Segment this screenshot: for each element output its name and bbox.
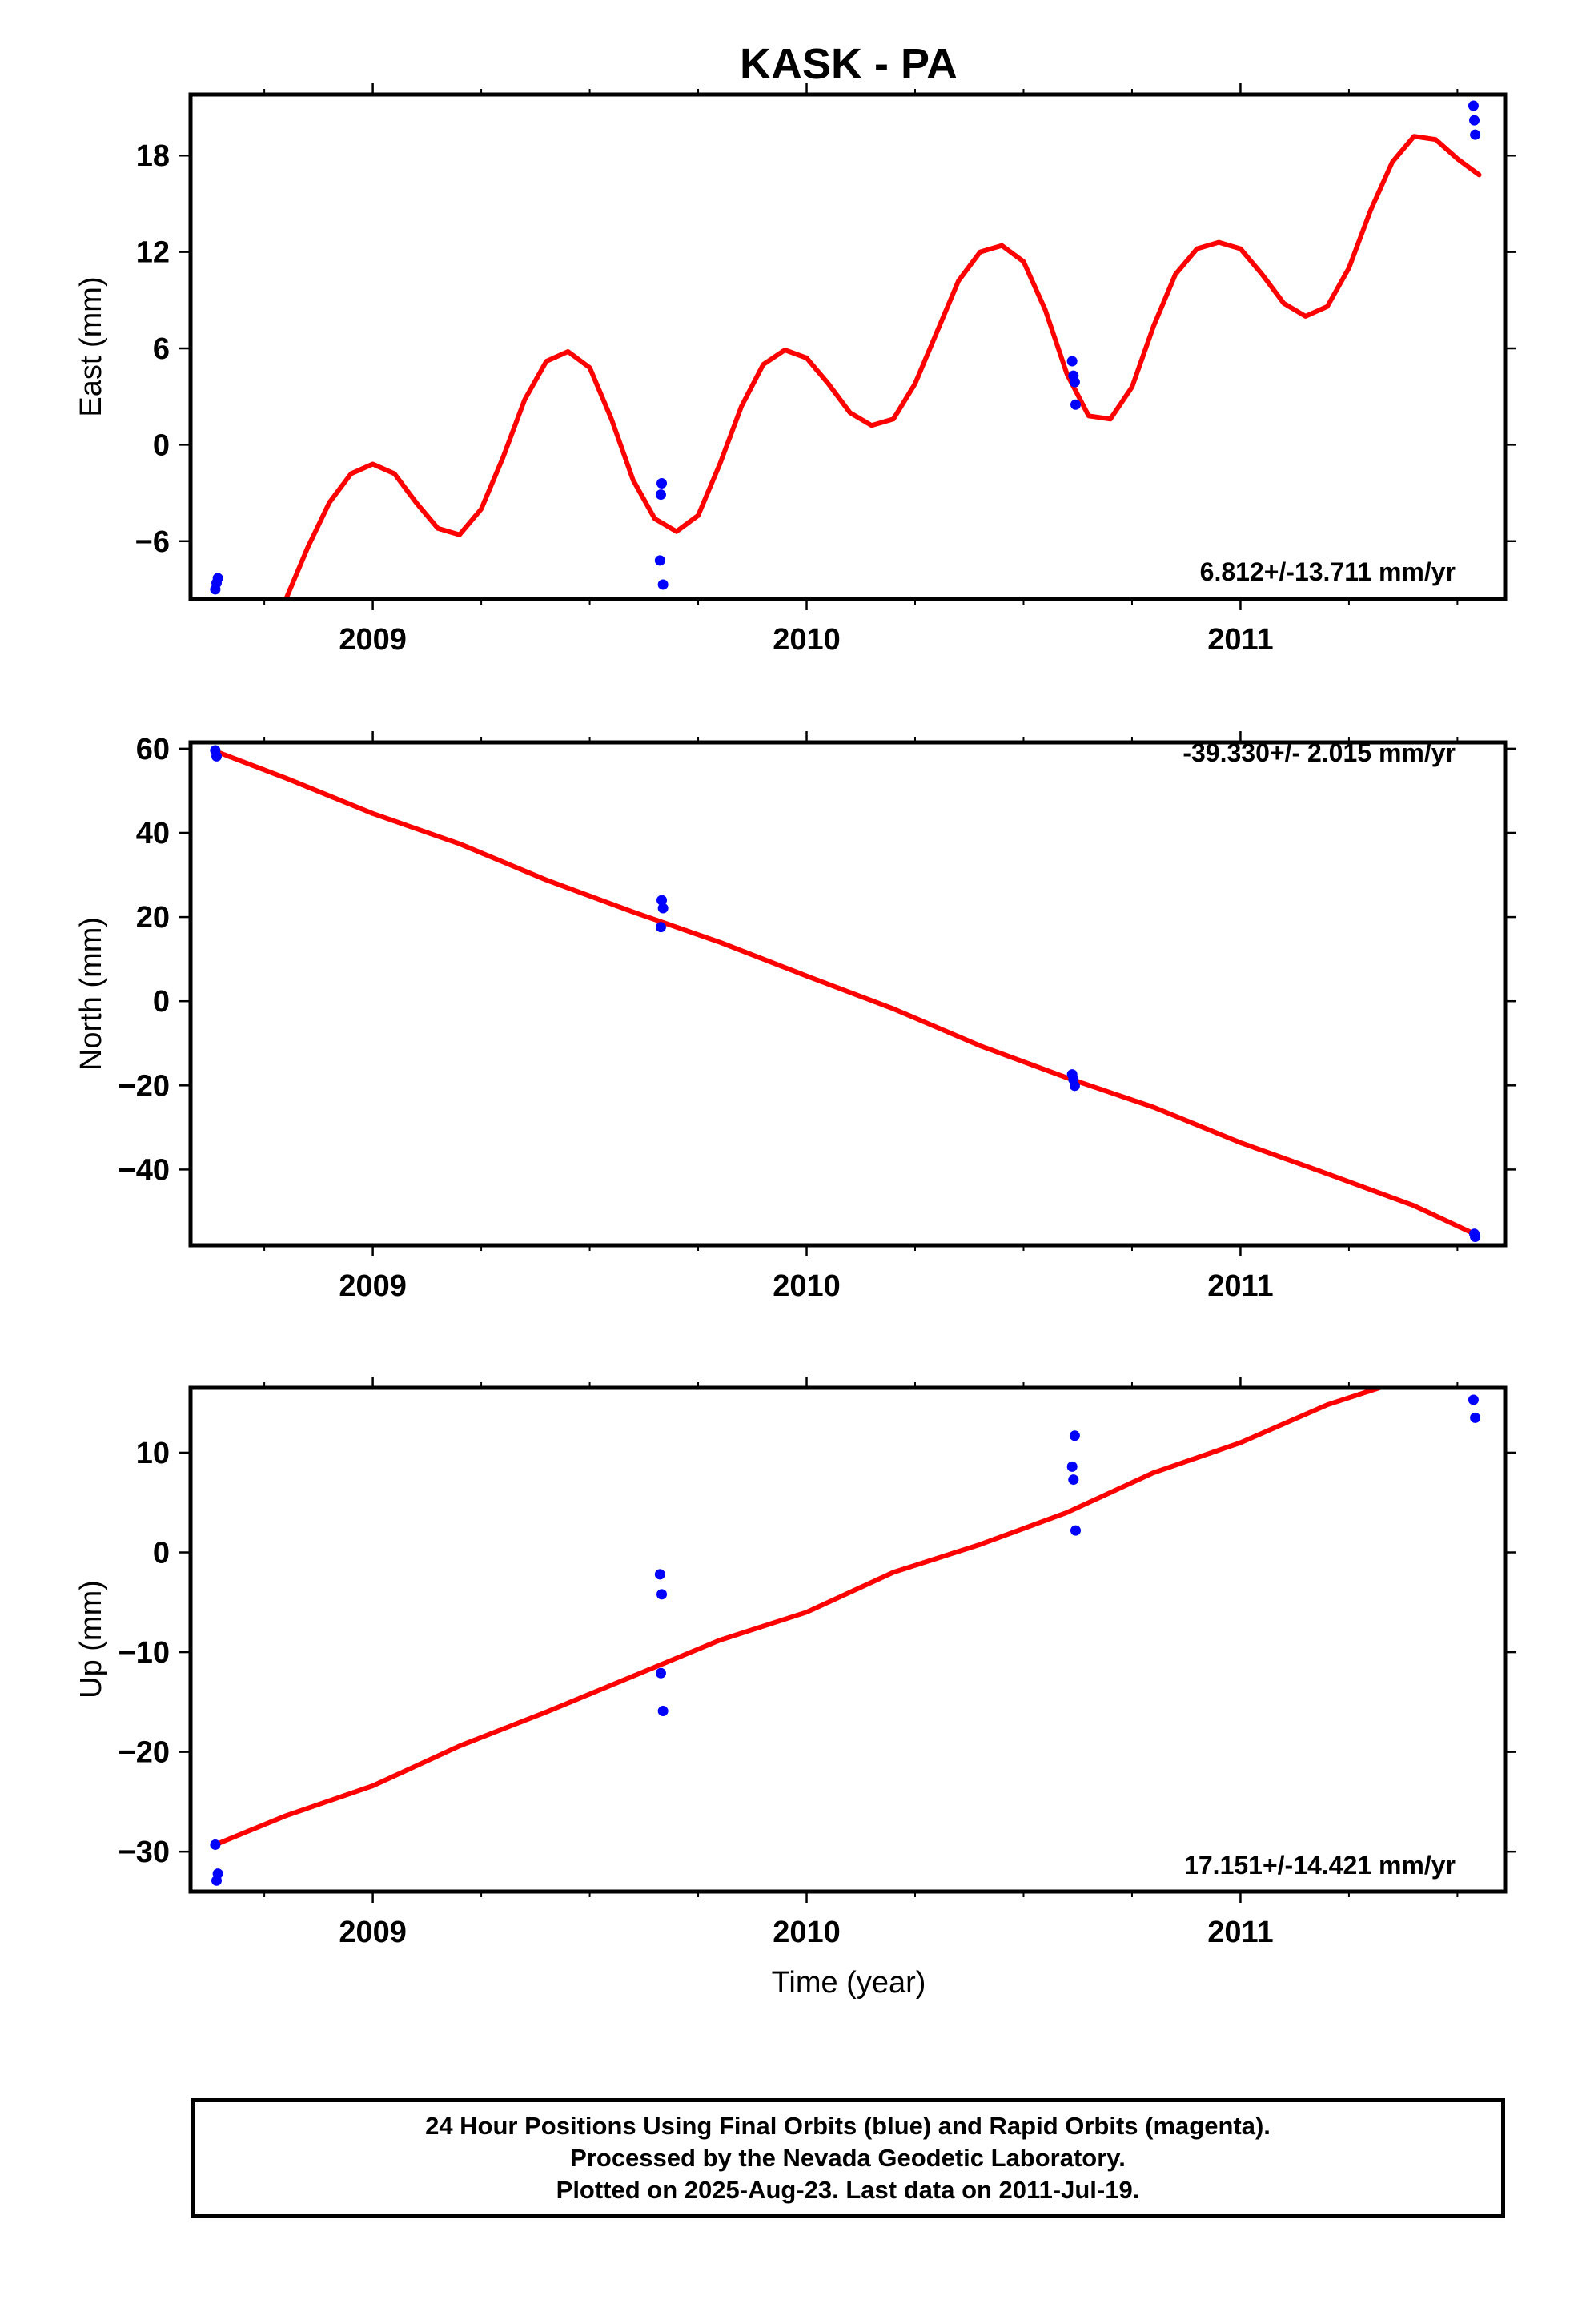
data-point	[211, 750, 223, 762]
y-tick-label: −10	[118, 1636, 170, 1670]
footer-line-2: Processed by the Nevada Geodetic Laborat…	[570, 2144, 1126, 2172]
y-tick-label: 40	[136, 817, 170, 850]
data-point	[656, 895, 668, 906]
data-point	[210, 1839, 221, 1850]
y-tick-label: 20	[136, 901, 170, 935]
y-tick-label: 0	[153, 985, 170, 1019]
footer-line-1: 24 Hour Positions Using Final Orbits (bl…	[425, 2112, 1271, 2140]
y-axis-label: Up (mm)	[74, 1580, 108, 1699]
panel-1: 2009 2010 2011 −6 0 6 12 18 East (mm) 6.812+/-13.…	[74, 83, 1516, 657]
data-point	[657, 1706, 669, 1717]
y-tick-label: 0	[153, 1537, 170, 1570]
x-tick-label: 2011	[1207, 623, 1273, 657]
data-point	[1069, 1430, 1080, 1441]
y-tick-label: −20	[118, 1069, 170, 1103]
x-tick-label: 2010	[773, 1269, 841, 1303]
panel-3: 2009 2010 2011 −30 −20 −10 0 10 Up (mm) 17.151+/-…	[74, 1377, 1516, 1949]
y-tick-label: 10	[136, 1437, 170, 1470]
y-axis-label: North (mm)	[74, 917, 108, 1071]
y-tick-label: −40	[118, 1153, 170, 1187]
x-tick-label: 2009	[339, 1916, 407, 1949]
panel-2: 2009 2010 2011 −40 −20 0 20 40 60 North (mm) -39.3…	[74, 731, 1516, 1303]
plot-area	[210, 745, 1481, 1242]
y-tick-label: 12	[136, 236, 170, 270]
data-point	[212, 1868, 223, 1880]
plot-area	[210, 100, 1482, 599]
data-point	[654, 1569, 665, 1580]
y-tick-label: 0	[153, 428, 170, 462]
data-point	[1470, 1412, 1481, 1423]
y-tick-label: −20	[118, 1736, 170, 1770]
y-tick-label: −6	[135, 525, 170, 559]
data-point	[657, 579, 669, 590]
rate-label: 17.151+/-14.421 mm/yr	[1184, 1851, 1456, 1880]
data-point	[656, 478, 668, 489]
data-point	[657, 903, 669, 914]
x-tick-label: 2009	[339, 623, 407, 657]
data-point	[1468, 100, 1479, 111]
plot-area	[210, 1388, 1481, 1886]
data-point	[1070, 1525, 1082, 1536]
x-tick-label: 2011	[1207, 1916, 1273, 1949]
data-point	[1066, 1461, 1078, 1472]
x-axis-label: Time (year)	[772, 1966, 926, 2000]
x-tick-label: 2010	[773, 1916, 841, 1949]
data-point	[1068, 1474, 1079, 1486]
data-point	[1470, 129, 1481, 140]
rate-label: 6.812+/-13.711 mm/yr	[1200, 557, 1456, 586]
x-tick-label: 2009	[339, 1269, 407, 1303]
data-point	[655, 489, 666, 501]
footer-line-3: Plotted on 2025-Aug-23. Last data on 201…	[556, 2176, 1140, 2204]
data-point	[655, 1667, 666, 1679]
data-point	[656, 1589, 668, 1600]
data-point	[212, 573, 223, 584]
y-axis-label: East (mm)	[74, 276, 108, 416]
x-tick-label: 2011	[1207, 1269, 1273, 1303]
y-tick-label: 60	[136, 733, 170, 766]
rate-label: -39.330+/- 2.015 mm/yr	[1182, 738, 1456, 767]
data-point	[1468, 1394, 1479, 1405]
data-point	[1469, 115, 1480, 126]
data-point	[654, 555, 665, 566]
data-point	[1070, 399, 1082, 410]
data-point	[1066, 356, 1078, 367]
chart-title: KASK - PA	[740, 40, 958, 88]
y-tick-label: 18	[136, 139, 170, 173]
data-point	[1069, 376, 1080, 388]
plot-frame	[188, 92, 1508, 601]
footer-box: 24 Hour Positions Using Final Orbits (bl…	[191, 2098, 1505, 2218]
data-point	[655, 922, 666, 933]
y-tick-label: −30	[118, 1835, 170, 1869]
y-tick-label: 6	[153, 332, 170, 366]
x-tick-label: 2010	[773, 623, 841, 657]
plot-frame	[188, 740, 1508, 1248]
fit-line	[283, 134, 1482, 599]
data-point	[1470, 1231, 1481, 1242]
data-point	[1069, 1080, 1080, 1092]
fit-line	[212, 749, 1478, 1237]
fit-line	[212, 1388, 1382, 1848]
plot-frame	[188, 1385, 1508, 1894]
